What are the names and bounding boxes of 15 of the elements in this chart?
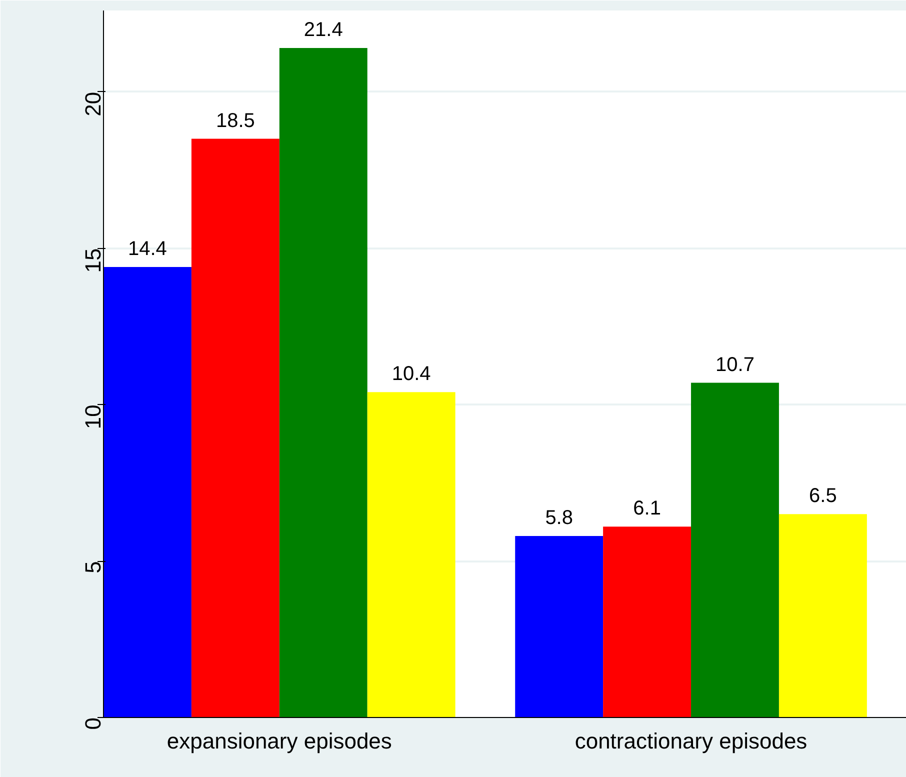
y-tick-label: 0 xyxy=(80,717,106,730)
y-tick-label: 15 xyxy=(80,248,106,273)
x-tick-label: contractionary episodes xyxy=(574,728,808,754)
data-label: 5.8 xyxy=(545,507,573,530)
y-tick-label: 10 xyxy=(80,404,106,430)
data-label: 18.5 xyxy=(216,110,255,132)
data-label: 6.5 xyxy=(809,485,837,508)
x-tick-label: expansionary episodes xyxy=(166,728,392,754)
data-label: 14.4 xyxy=(128,238,167,260)
data-label: 6.1 xyxy=(633,498,661,520)
y-tick-label: 5 xyxy=(80,561,106,574)
y-tick-label: 20 xyxy=(80,92,106,116)
data-label: 21.4 xyxy=(304,19,343,42)
data-label: 10.7 xyxy=(716,354,754,376)
data-label: 10.4 xyxy=(392,363,431,386)
